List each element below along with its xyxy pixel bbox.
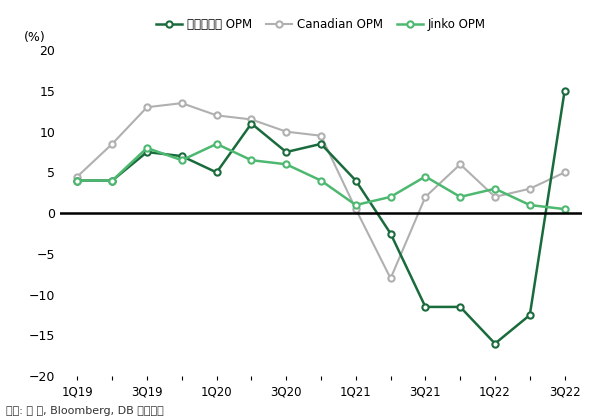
Legend: 한화태양광 OPM, Canadian OPM, Jinko OPM: 한화태양광 OPM, Canadian OPM, Jinko OPM bbox=[152, 14, 490, 36]
Text: 자료: 각 사, Bloomberg, DB 금융투자: 자료: 각 사, Bloomberg, DB 금융투자 bbox=[6, 406, 164, 416]
Text: (%): (%) bbox=[23, 31, 45, 43]
